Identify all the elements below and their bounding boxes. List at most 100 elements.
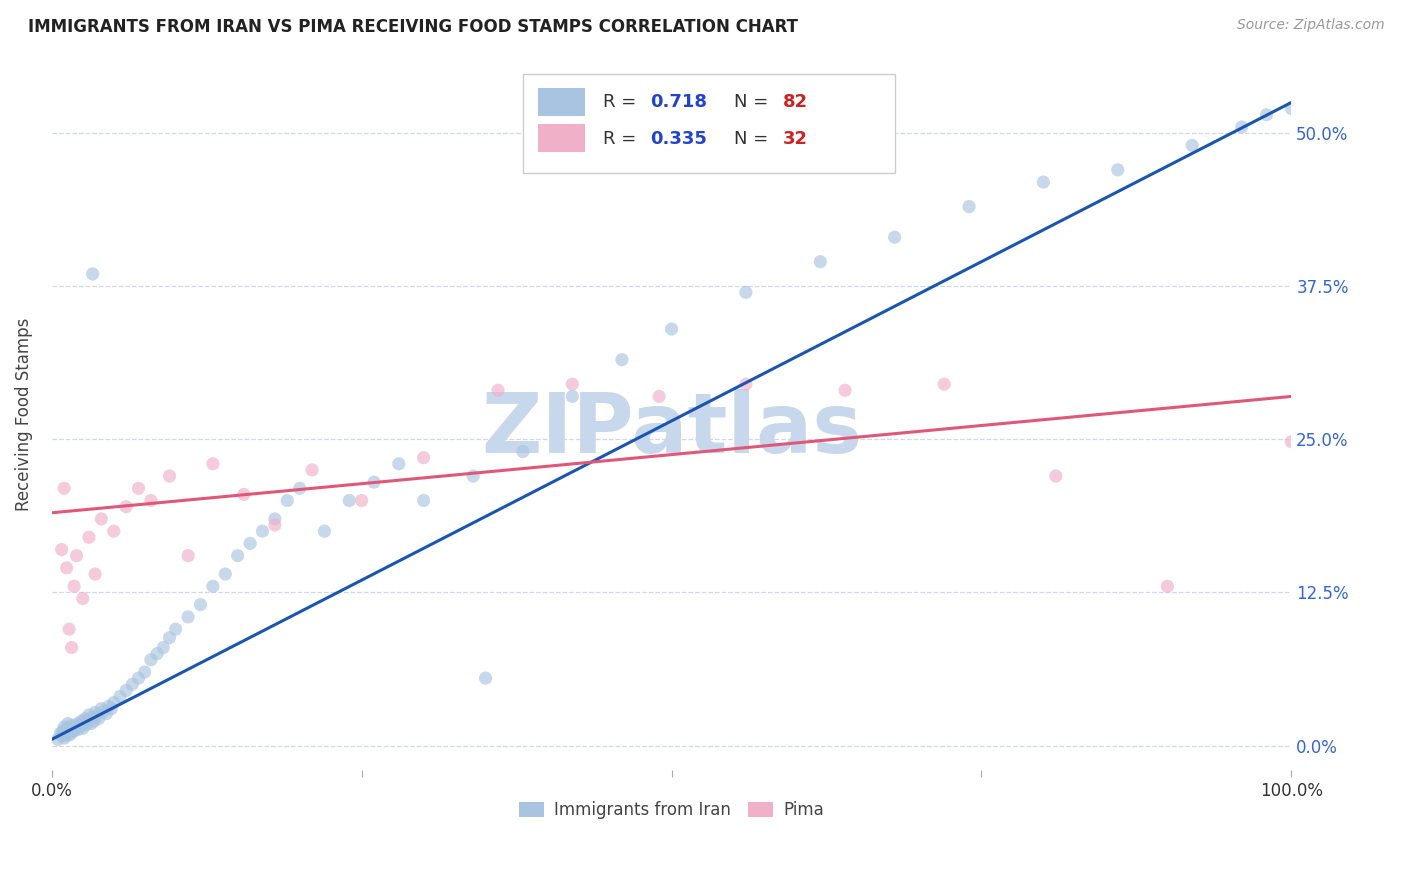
Point [239,536,262,550]
Point [1156,579,1178,593]
Point [314,524,336,538]
Legend: Immigrants from Iran, Pima: Immigrants from Iran, Pima [513,794,831,826]
Point [55,561,77,575]
Point [232,487,254,501]
Point [1045,469,1067,483]
Point [51,729,73,743]
Text: N =: N = [734,94,773,112]
Text: Source: ZipAtlas.com: Source: ZipAtlas.com [1237,18,1385,32]
Text: 82: 82 [783,94,808,112]
Point [159,469,181,483]
Point [1181,138,1204,153]
Point [177,610,200,624]
Bar [537,88,585,117]
Point [59,727,82,741]
Point [735,285,758,300]
Point [1279,434,1302,449]
Point [152,640,174,655]
Point [86,709,108,723]
Text: 0.718: 0.718 [651,94,707,112]
Point [75,712,97,726]
Point [87,712,110,726]
Point [1107,162,1129,177]
Point [128,481,150,495]
Point [134,665,156,679]
Point [808,254,831,268]
Point [201,457,224,471]
Point [56,722,79,736]
Point [62,722,84,736]
Text: IMMIGRANTS FROM IRAN VS PIMA RECEIVING FOOD STAMPS CORRELATION CHART: IMMIGRANTS FROM IRAN VS PIMA RECEIVING F… [28,18,799,36]
Point [350,493,373,508]
Text: R =: R = [603,94,643,112]
Point [834,384,856,398]
Point [53,481,76,495]
Text: 32: 32 [783,130,808,148]
Point [337,493,360,508]
Text: 0.335: 0.335 [651,130,707,148]
Point [56,716,79,731]
Point [52,723,75,738]
Point [226,549,249,563]
Point [474,671,496,685]
Point [60,640,83,655]
Point [412,450,434,465]
Point [96,706,118,721]
Text: ZIPatlas: ZIPatlas [481,389,862,469]
Point [58,723,80,738]
Point [67,716,90,731]
Point [76,713,98,727]
Point [72,722,94,736]
Point [80,716,103,731]
Point [82,267,104,281]
Point [214,567,236,582]
Point [55,726,77,740]
Point [883,230,905,244]
Y-axis label: Receiving Food Stamps: Receiving Food Stamps [15,318,32,511]
Point [55,729,77,743]
Point [957,200,980,214]
Bar [537,123,585,152]
Point [66,723,89,737]
Point [201,579,224,593]
Point [75,717,97,731]
Point [53,731,76,746]
Point [72,591,94,606]
Point [63,579,86,593]
Text: N =: N = [734,130,773,148]
Point [561,377,583,392]
Point [934,377,956,392]
Point [363,475,385,490]
Point [97,699,120,714]
Point [121,677,143,691]
Point [103,696,125,710]
Point [165,622,187,636]
Point [90,512,112,526]
Point [70,714,93,728]
Point [73,715,96,730]
Point [1032,175,1054,189]
Point [69,719,91,733]
Point [648,389,671,403]
Point [252,524,274,538]
Point [661,322,683,336]
Point [46,732,69,747]
Point [83,714,105,728]
Point [77,530,100,544]
Point [60,725,83,739]
Point [177,549,200,563]
Point [65,717,87,731]
Point [276,493,298,508]
Point [65,549,87,563]
Point [84,706,107,720]
Point [100,702,122,716]
Point [65,720,87,734]
Point [115,683,138,698]
Point [51,542,73,557]
Point [84,567,107,582]
Point [63,723,86,738]
Point [128,671,150,685]
Point [1230,120,1253,134]
Point [610,352,633,367]
Point [82,710,104,724]
